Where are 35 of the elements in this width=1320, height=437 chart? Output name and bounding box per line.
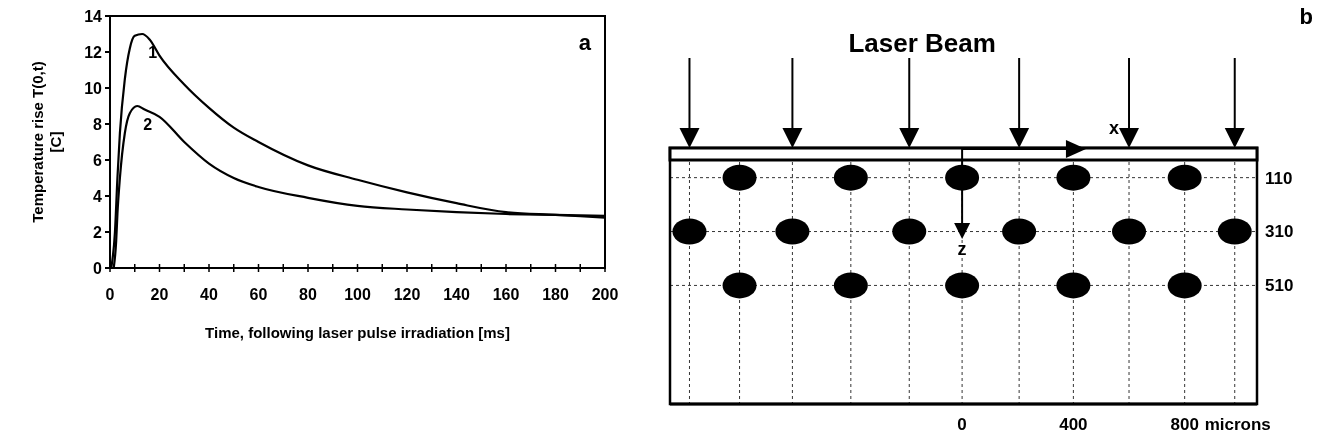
x-tick-label: 100 [344,286,371,303]
y-tick-label: 510 [1265,276,1294,296]
x-tick-label: 180 [542,286,569,303]
x-axis-title: Time, following laser pulse irradiation [ms] [205,324,510,341]
annotation: z [957,239,967,260]
x-tick-label: 140 [443,286,470,303]
annotation: a [578,30,592,55]
y-tick-label: 4 [93,187,103,205]
y-tick-label: 10 [84,79,103,97]
x-tick-label: 0 [105,286,115,303]
text: b [1299,4,1313,29]
chart-title: Laser Beam [848,28,996,58]
y-tick-label: 110 [1265,168,1293,188]
x-tick-label: 120 [393,286,421,303]
x-tick-label: 0 [957,415,967,434]
y-tick-label: 12 [84,43,103,61]
y-tick-label: 14 [84,7,103,25]
x-tick-label: 400 [1059,415,1088,434]
x-tick-label: 200 [591,286,619,303]
y-tick-label: 6 [93,151,103,169]
x-tick-label: 800 [1170,415,1199,434]
y-tick-label: 2 [93,223,103,241]
y-tick-label: 0 [93,259,103,277]
y-tick-label: 310 [1265,222,1294,242]
x-tick-label: 40 [200,286,218,303]
text: x [1108,118,1119,138]
y-tick-label: 8 [93,115,103,133]
x-tick-label: 20 [150,286,169,303]
x-tick-label: 80 [299,286,317,303]
y-axis-title: Temperature rise T(0,t) [C] [29,61,64,223]
series-label: 1 [148,44,158,61]
x-tick-label: 60 [249,286,268,303]
series-label: 2 [143,116,153,133]
x-axis-title: microns [1204,415,1271,434]
x-tick-label: 160 [492,286,520,303]
